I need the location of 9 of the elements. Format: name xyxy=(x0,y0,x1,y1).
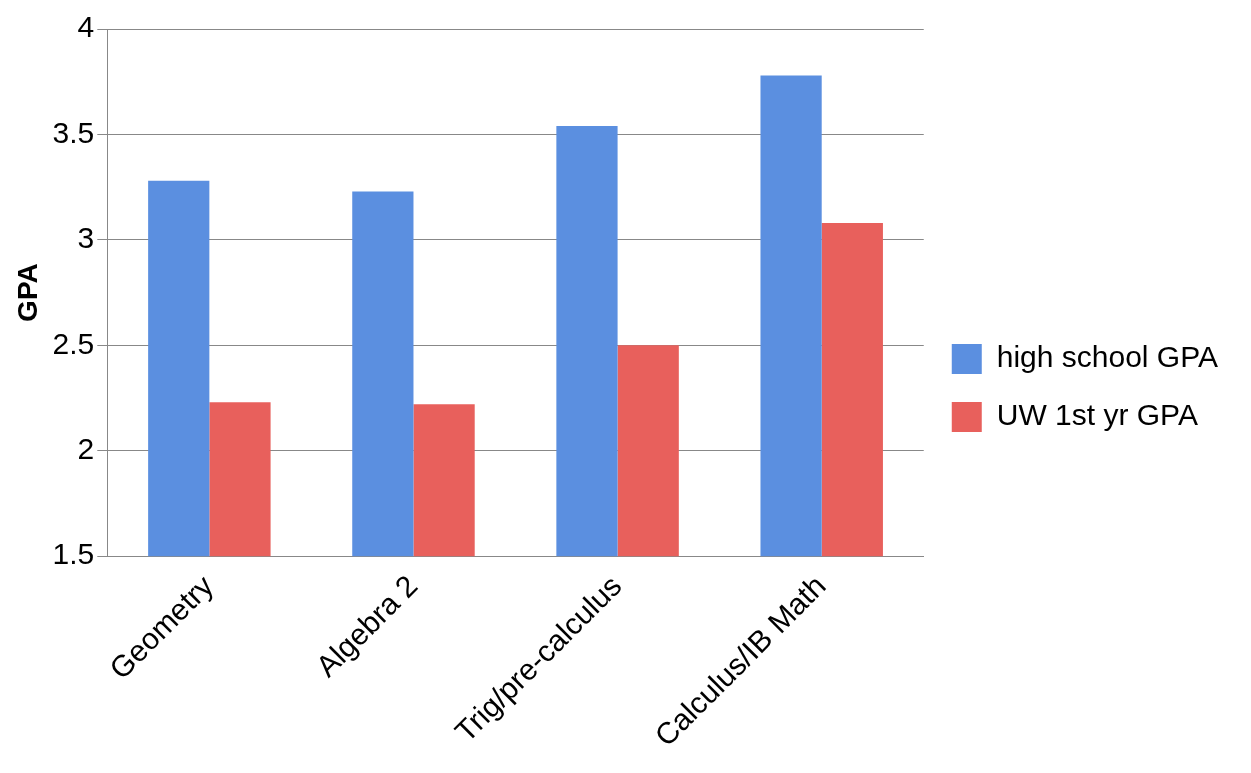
y-tick-label: 1.5 xyxy=(52,537,95,571)
legend-label: UW 1st yr GPA xyxy=(996,398,1198,432)
y-tick-label: 4 xyxy=(77,10,95,44)
y-tick-label: 3.5 xyxy=(52,115,95,149)
y-tick-label: 3 xyxy=(77,221,95,255)
y-axis-title: GPA xyxy=(11,263,43,322)
legend-label: high school GPA xyxy=(996,340,1219,374)
y-tick-label: 2.5 xyxy=(52,326,95,360)
y-tick-label: 2 xyxy=(77,432,95,466)
